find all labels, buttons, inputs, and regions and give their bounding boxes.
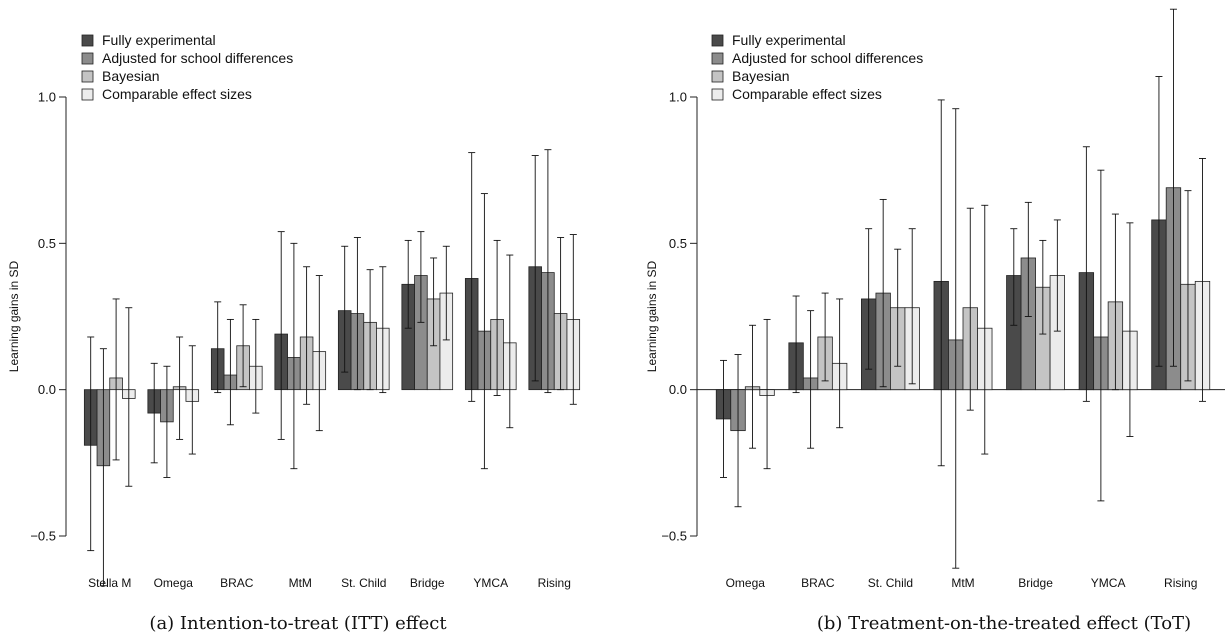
legend-swatch bbox=[81, 70, 94, 83]
y-axis-label: Learning gains in SD bbox=[645, 260, 659, 372]
legend-swatch bbox=[81, 88, 94, 101]
y-axis-label: Learning gains in SD bbox=[7, 260, 21, 372]
x-tick-label: MtM bbox=[289, 576, 312, 590]
x-tick-label: BRAC bbox=[220, 576, 254, 590]
y-tick-label: 0.0 bbox=[38, 382, 56, 397]
x-tick-label: St. Child bbox=[868, 576, 913, 590]
panel-caption: (b) Treatment-on-the-treated effect (ToT… bbox=[817, 613, 1191, 634]
x-tick-label: Bridge bbox=[410, 576, 445, 590]
legend-swatch bbox=[81, 34, 94, 47]
y-tick-label: 0.5 bbox=[669, 236, 687, 251]
panel-caption: (a) Intention-to-treat (ITT) effect bbox=[149, 613, 447, 634]
y-tick-label: −0.5 bbox=[661, 529, 687, 544]
chart-panel-a: −0.5 0.0 0.5 1.0 Learning gains in SD Stella … bbox=[7, 32, 581, 634]
y-tick-label: 1.0 bbox=[38, 90, 56, 105]
x-tick-label: Stella M bbox=[88, 576, 131, 590]
x-tick-label: BRAC bbox=[801, 576, 835, 590]
legend-label: Adjusted for school differences bbox=[732, 50, 923, 66]
y-tick-label: −0.5 bbox=[30, 529, 56, 544]
legend-label: Fully experimental bbox=[102, 32, 216, 48]
legend-label: Bayesian bbox=[732, 68, 790, 84]
x-tick-label: YMCA bbox=[473, 576, 508, 590]
legend-label: Fully experimental bbox=[732, 32, 846, 48]
x-tick-label: MtM bbox=[951, 576, 974, 590]
x-tick-label: YMCA bbox=[1091, 576, 1126, 590]
legend-swatch bbox=[711, 88, 724, 101]
legend-swatch bbox=[81, 52, 94, 65]
x-tick-label: Bridge bbox=[1018, 576, 1053, 590]
legend-label: Comparable effect sizes bbox=[102, 86, 252, 102]
y-tick-label: 0.0 bbox=[669, 382, 687, 397]
y-tick-label: 0.5 bbox=[38, 236, 56, 251]
y-tick-label: 1.0 bbox=[669, 90, 687, 105]
legend-label: Adjusted for school differences bbox=[102, 50, 293, 66]
legend-swatch bbox=[711, 52, 724, 65]
x-tick-label: Rising bbox=[538, 576, 571, 590]
chart-panel-b: −0.5 0.0 0.5 1.0 Learning gains in SD Omega BR… bbox=[645, 8, 1225, 634]
x-tick-label: Rising bbox=[1164, 576, 1197, 590]
legend-label: Bayesian bbox=[102, 68, 160, 84]
x-tick-label: Omega bbox=[726, 576, 766, 590]
x-tick-label: St. Child bbox=[341, 576, 386, 590]
x-tick-label: Omega bbox=[154, 576, 194, 590]
legend-label: Comparable effect sizes bbox=[732, 86, 882, 102]
legend-swatch bbox=[711, 34, 724, 47]
legend-swatch bbox=[711, 70, 724, 83]
